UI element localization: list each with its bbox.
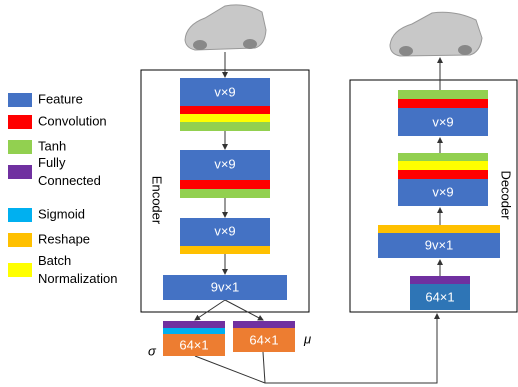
block-label: v×9 (432, 114, 453, 129)
decoder-label: Decoder (499, 170, 514, 220)
block-label: v×9 (214, 223, 235, 238)
latent-outputs: 64×1 64×1 (163, 321, 295, 356)
legend-swatch (8, 233, 32, 247)
diagram: Encoder Decoder v×9 v×9 v×9 9v×1 (0, 0, 518, 387)
legend-label: Tanh (38, 138, 66, 153)
block-label: 9v×1 (425, 237, 454, 252)
mu-symbol: μ (303, 331, 311, 346)
block-label: v×9 (214, 84, 235, 99)
legend-swatch (8, 208, 32, 222)
decoder-blocks: 64×1 9v×1 v×9 v×9 (378, 90, 500, 310)
block-label: v×9 (432, 184, 453, 199)
legend-label: Sigmoid (38, 206, 85, 221)
encoder-label: Encoder (150, 176, 165, 225)
legend-label: Reshape (38, 231, 90, 246)
mu-label: 64×1 (249, 332, 278, 347)
legend-swatch (8, 140, 32, 154)
legend-swatch (8, 263, 32, 277)
input-car (185, 5, 266, 50)
output-car (390, 12, 482, 56)
legend-swatch (8, 93, 32, 107)
legend-label: Convolution (38, 113, 107, 128)
legend-swatch (8, 115, 32, 129)
block-label: v×9 (214, 156, 235, 171)
legend-label: Feature (38, 91, 83, 106)
block-label: 9v×1 (211, 279, 240, 294)
legend-swatch (8, 165, 32, 179)
sigma-label: 64×1 (179, 337, 208, 352)
sigma-symbol: σ (148, 343, 157, 358)
block-label: 64×1 (425, 289, 454, 304)
